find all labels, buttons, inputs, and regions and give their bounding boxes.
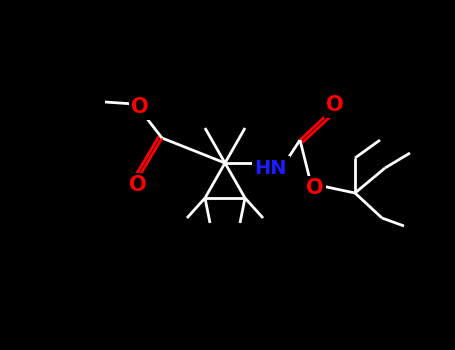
Text: HN: HN: [255, 159, 287, 177]
Text: O: O: [326, 95, 344, 115]
Text: O: O: [131, 97, 149, 117]
Text: O: O: [129, 175, 147, 195]
Text: O: O: [306, 178, 324, 198]
